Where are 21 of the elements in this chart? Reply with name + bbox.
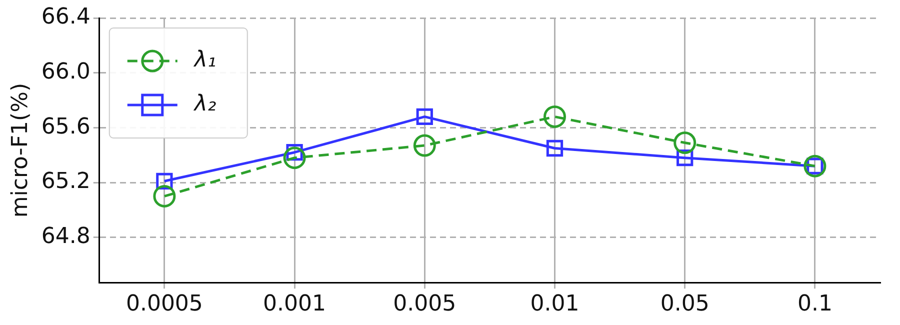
point: [543, 105, 566, 128]
point: [416, 108, 433, 126]
point: [413, 134, 436, 157]
point: [546, 140, 564, 157]
y-axis-title: micro-F1(%): [8, 82, 33, 218]
x-tick-label: 0.1: [797, 292, 832, 317]
legend-label: λ₁: [193, 48, 216, 73]
legend-label: λ₂: [193, 92, 216, 117]
x-tick-label: 0.0005: [126, 292, 203, 317]
x-tick-label: 0.001: [263, 292, 326, 317]
y-tick-label: 66.0: [41, 60, 90, 85]
y-tick-label: 65.2: [41, 169, 90, 194]
x-tick-label: 0.01: [530, 292, 580, 317]
y-tick-label: 64.8: [41, 224, 90, 250]
x-tick-label: 0.05: [660, 292, 710, 317]
point: [283, 146, 306, 170]
point: [674, 132, 696, 154]
y-tick-label: 66.4: [41, 4, 90, 30]
y-tick-label: 65.6: [41, 114, 90, 140]
point: [153, 184, 176, 208]
x-tick-label: 0.005: [393, 292, 456, 317]
